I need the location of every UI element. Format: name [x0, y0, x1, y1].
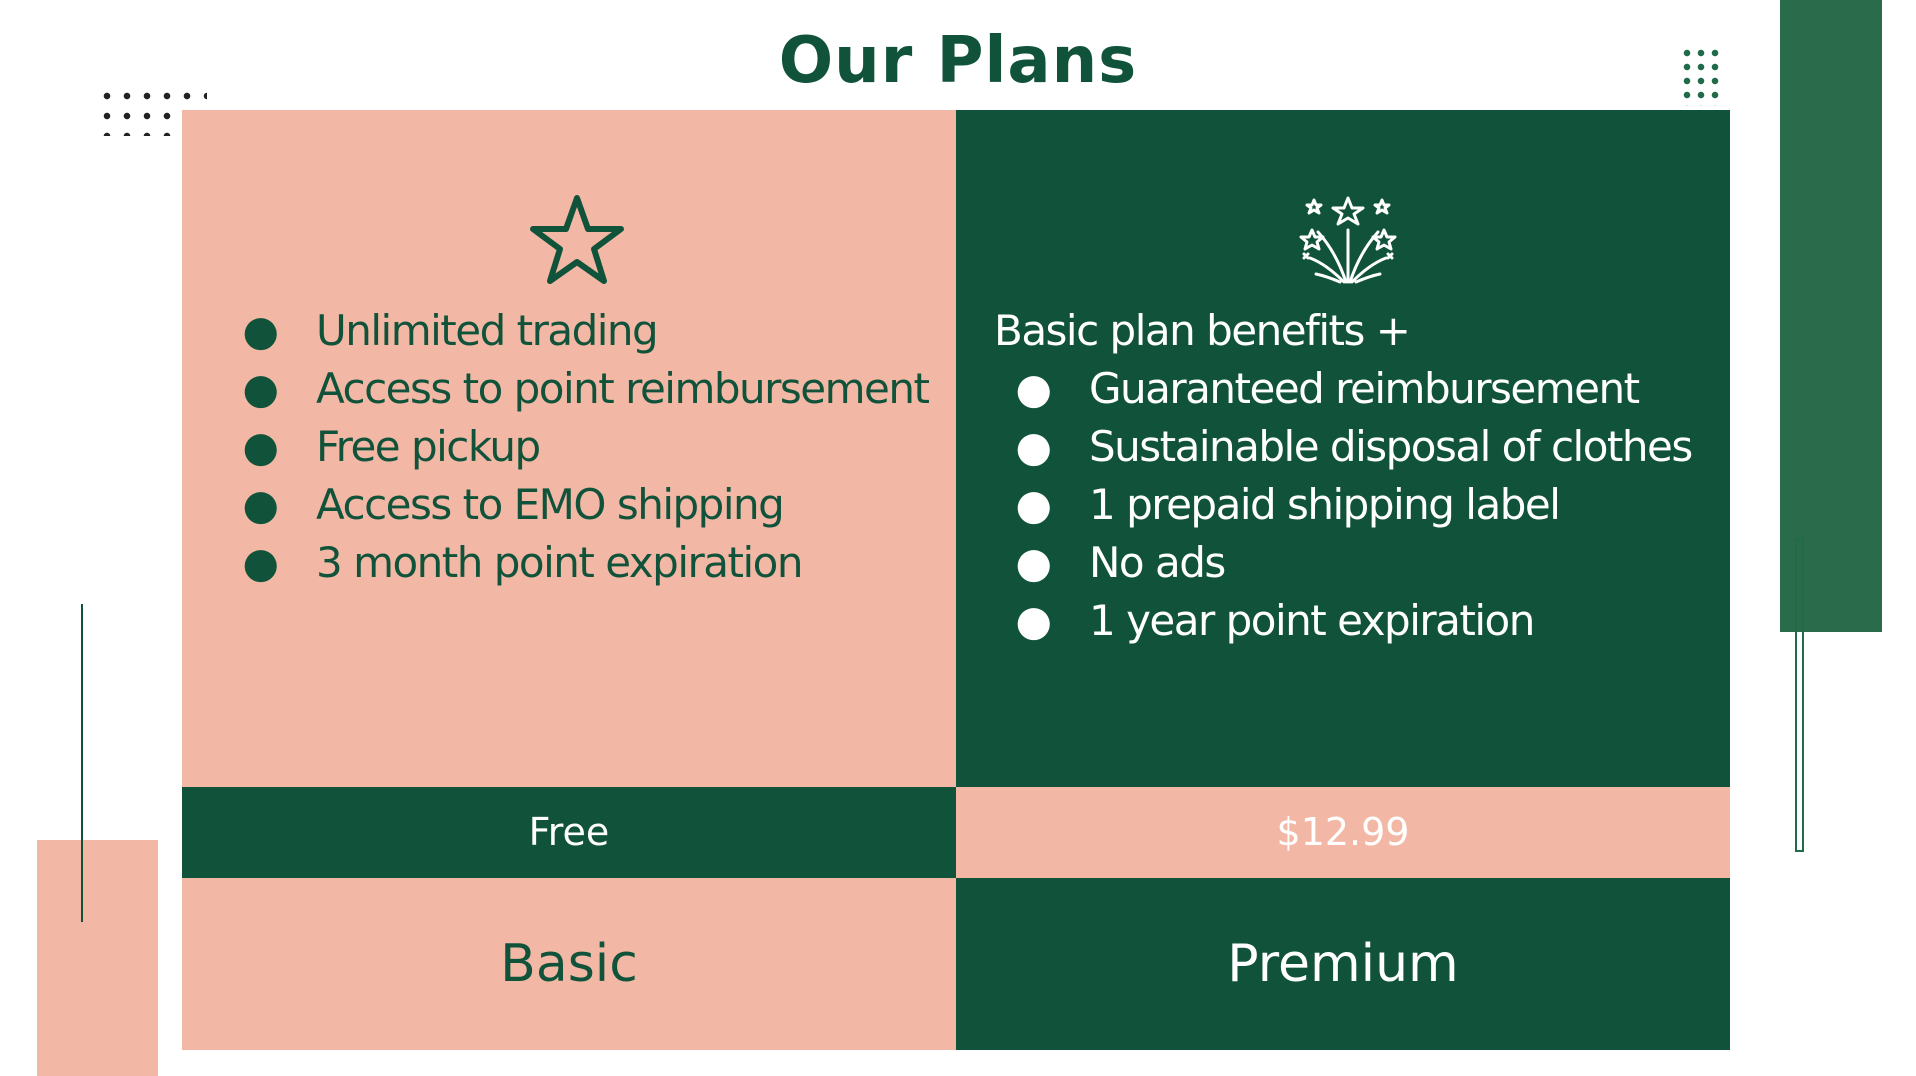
- basic-name-box: Basic: [182, 878, 956, 1050]
- list-item: ● Sustainable disposal of clothes: [1015, 422, 1693, 471]
- premium-name-box: Premium: [956, 878, 1730, 1050]
- list-item: ● Guaranteed reimbursement: [1015, 364, 1640, 413]
- decorative-green-block: [1780, 0, 1882, 632]
- list-item: ● Access to EMO shipping: [242, 480, 784, 529]
- decorative-dot-grid-right: [1680, 46, 1720, 106]
- premium-intro-text: Basic plan benefits +: [994, 306, 1411, 355]
- list-item: ● No ads: [1015, 538, 1226, 587]
- page-title: Our Plans: [778, 24, 1138, 98]
- list-item: ● Free pickup: [242, 422, 541, 471]
- premium-price-box: $12.99: [956, 787, 1730, 878]
- basic-price-box: Free: [182, 787, 956, 878]
- list-item: ● 3 month point expiration: [242, 538, 803, 587]
- decorative-vertical-line: [81, 604, 83, 922]
- list-item: ● 1 prepaid shipping label: [1015, 480, 1560, 529]
- premium-feature-list: ● Guaranteed reimbursement ● Sustainable d…: [1013, 360, 1713, 650]
- list-item: ● Unlimited trading: [242, 306, 658, 355]
- basic-feature-list: ● Unlimited trading ● Access to point reim…: [240, 302, 940, 592]
- list-item: ● Access to point reimbursement: [242, 364, 930, 413]
- basic-plan-name: Basic: [500, 934, 638, 994]
- premium-plan-name: Premium: [1227, 934, 1459, 994]
- premium-price: $12.99: [1276, 810, 1410, 854]
- list-item: ● 1 year point expiration: [1015, 596, 1535, 645]
- fireworks-icon: [1296, 192, 1400, 288]
- star-icon: [527, 192, 627, 288]
- decorative-outline-bar: [1795, 538, 1804, 852]
- premium-plan-features-panel: [956, 110, 1730, 787]
- basic-price: Free: [528, 810, 610, 854]
- decorative-pink-block: [37, 840, 158, 1076]
